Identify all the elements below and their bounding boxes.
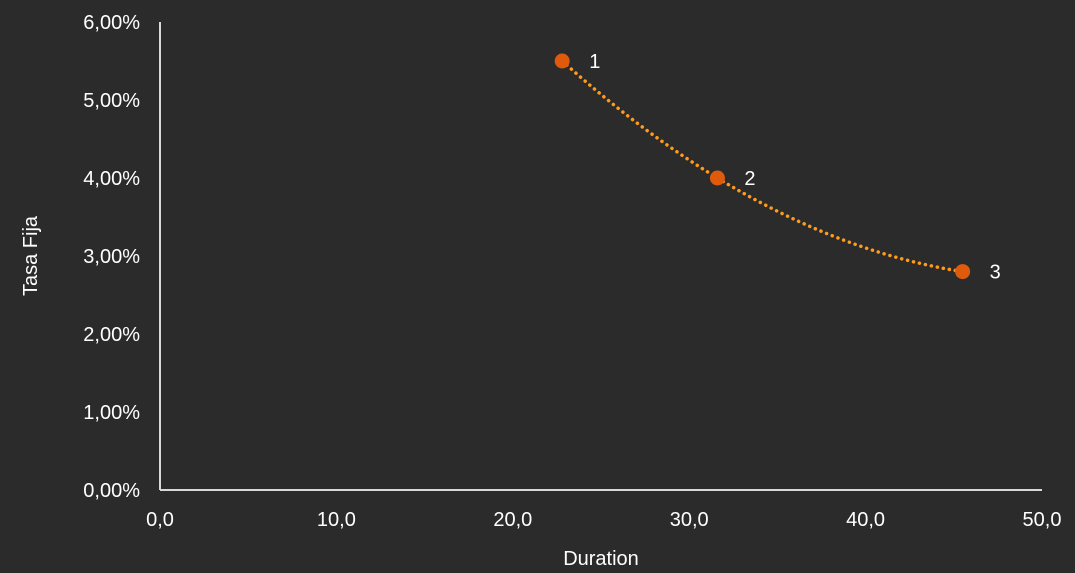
data-point-1 bbox=[554, 53, 570, 69]
y-tick-label: 1,00% bbox=[83, 402, 140, 424]
y-tick-label: 4,00% bbox=[83, 168, 140, 190]
data-point-2 bbox=[709, 170, 725, 186]
point-labels: 1 2 3 bbox=[589, 51, 1001, 284]
y-tick-labels: 0,00% 1,00% 2,00% 3,00% 4,00% 5,00% 6,00% bbox=[83, 12, 140, 502]
data-label-1: 1 bbox=[589, 51, 600, 73]
y-tick-label: 3,00% bbox=[83, 246, 140, 268]
x-tick-label: 0,0 bbox=[146, 509, 174, 531]
x-tick-labels: 0,0 10,0 20,0 30,0 40,0 50,0 bbox=[146, 509, 1061, 531]
x-tick-label: 10,0 bbox=[317, 509, 356, 531]
axes bbox=[159, 22, 1042, 491]
x-tick-label: 50,0 bbox=[1023, 509, 1062, 531]
x-tick-label: 30,0 bbox=[670, 509, 709, 531]
data-point-3 bbox=[955, 264, 971, 280]
x-tick-label: 20,0 bbox=[493, 509, 532, 531]
x-tick-label: 40,0 bbox=[846, 509, 885, 531]
data-points bbox=[554, 53, 971, 280]
data-label-2: 2 bbox=[744, 168, 755, 190]
trendline bbox=[560, 59, 965, 274]
y-tick-label: 6,00% bbox=[83, 12, 140, 34]
y-tick-label: 2,00% bbox=[83, 324, 140, 346]
y-tick-label: 5,00% bbox=[83, 90, 140, 112]
y-tick-label: 0,00% bbox=[83, 480, 140, 502]
y-axis-title: Tasa Fija bbox=[20, 215, 42, 296]
x-axis-title: Duration bbox=[563, 548, 639, 570]
data-label-3: 3 bbox=[990, 262, 1001, 284]
